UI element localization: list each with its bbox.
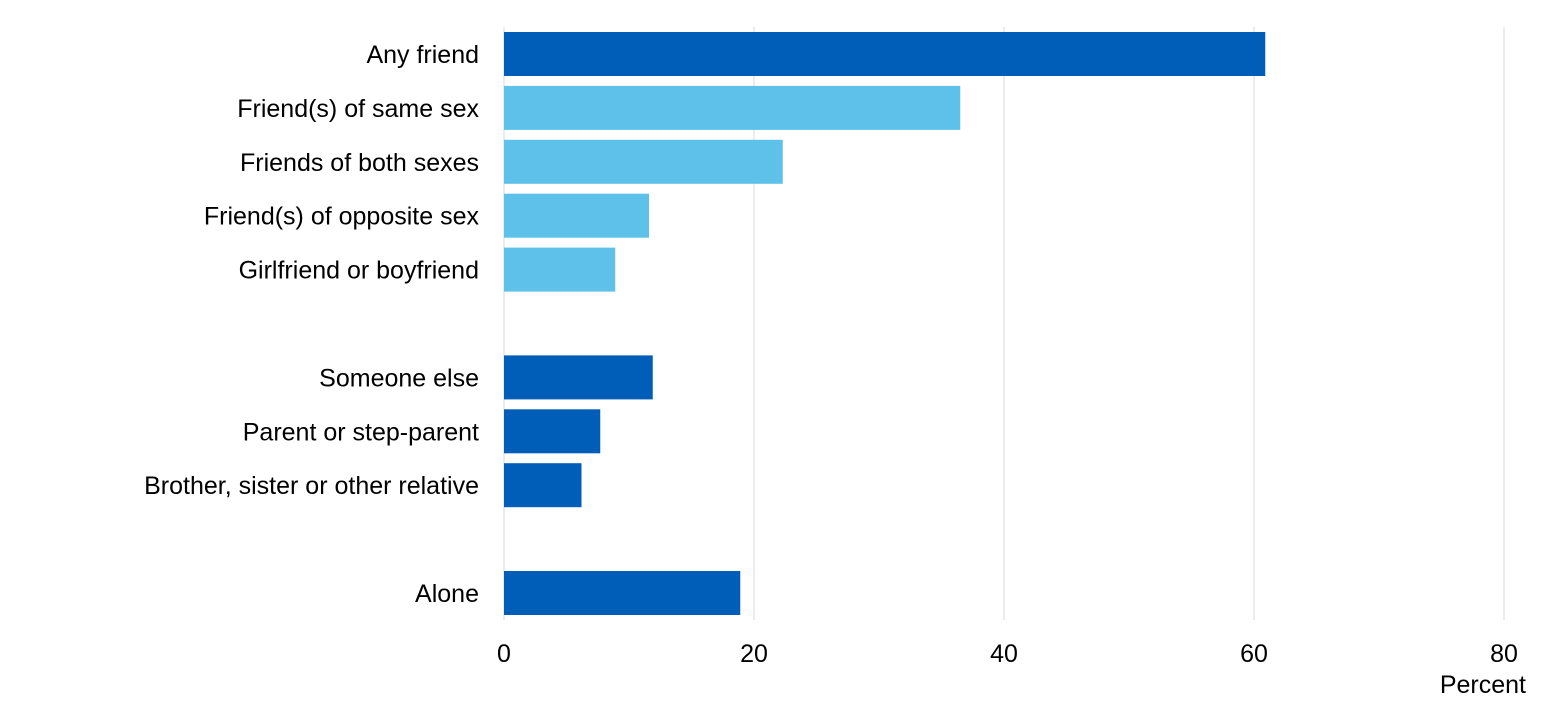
x-axis-ticks: 0 20 40 60 80 (497, 640, 1518, 668)
bars (504, 32, 1266, 615)
bar (504, 409, 601, 454)
bar (504, 139, 783, 184)
category-label: Parent or step-parent (243, 418, 479, 446)
bar (504, 247, 616, 292)
x-tick-label: 40 (990, 640, 1018, 668)
bar (504, 463, 582, 508)
category-label: Alone (415, 580, 479, 608)
bar (504, 355, 653, 400)
x-tick-label: 20 (740, 640, 768, 668)
x-axis-title: Percent (1440, 671, 1526, 699)
category-labels: Any friend Friend(s) of same sex Friends o… (144, 41, 479, 608)
x-tick-label: 0 (497, 640, 511, 668)
bar (504, 571, 741, 615)
bar (504, 85, 961, 130)
category-label: Friends of both sexes (240, 149, 479, 177)
category-label: Friend(s) of same sex (237, 95, 479, 123)
bar (504, 193, 649, 238)
category-label: Someone else (319, 364, 479, 392)
category-label: Girlfriend or boyfriend (239, 257, 479, 285)
x-tick-label: 80 (1490, 640, 1518, 668)
category-label: Friend(s) of opposite sex (204, 203, 480, 231)
bar (504, 32, 1266, 76)
x-tick-label: 60 (1240, 640, 1268, 668)
category-label: Any friend (366, 41, 479, 69)
category-label: Brother, sister or other relative (144, 472, 479, 500)
